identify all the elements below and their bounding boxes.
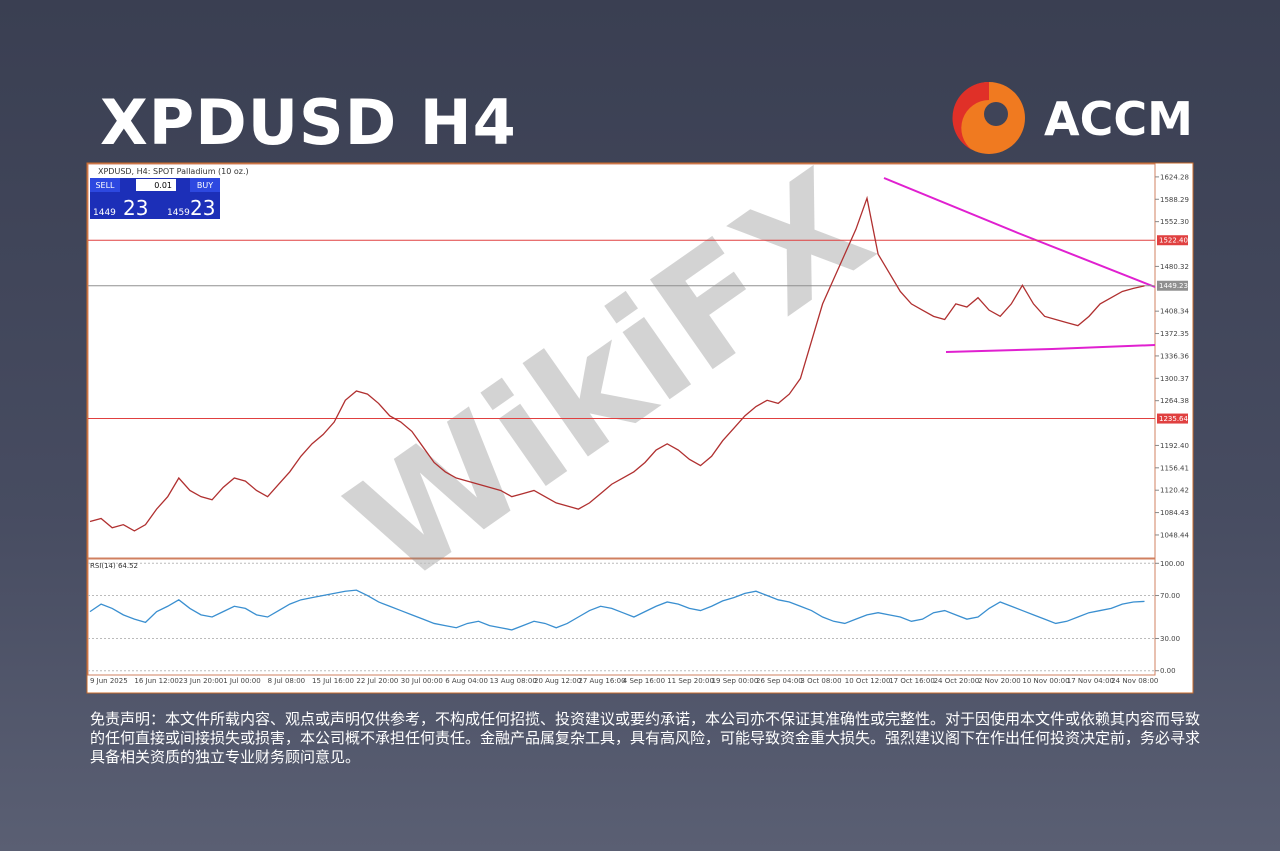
sell-label: SELL (95, 181, 115, 190)
logo-text: ACCM (1044, 92, 1193, 146)
x-tick-label: 2 Nov 20:00 (978, 677, 1021, 685)
lot-value: 0.01 (154, 181, 172, 190)
x-tick-label: 27 Aug 16:00 (578, 677, 625, 685)
x-tick-label: 22 Jul 20:00 (356, 677, 398, 685)
x-tick-label: 9 Jun 2025 (90, 677, 128, 685)
y-tick-label: 1336.36 (1160, 352, 1189, 360)
x-tick-label: 10 Oct 12:00 (845, 677, 891, 685)
x-tick-label: 19 Sep 00:00 (712, 677, 759, 685)
y-tick-label: 1372.35 (1160, 330, 1189, 338)
trendline (883, 177, 1156, 288)
sell-pips: 23 (123, 196, 148, 220)
x-tick-label: 23 Jun 20:00 (179, 677, 223, 685)
y-tick-label: 1300.37 (1160, 375, 1189, 383)
y-tick-label: 1408.34 (1160, 308, 1189, 316)
y-tick-label: 30.00 (1160, 635, 1180, 643)
lot-box[interactable] (136, 179, 176, 191)
y-tick-label: 1156.41 (1160, 464, 1189, 472)
rsi-plot (87, 558, 1156, 676)
x-tick-label: 13 Aug 08:00 (490, 677, 537, 685)
x-tick-label: 24 Nov 08:00 (1111, 677, 1158, 685)
x-tick-label: 15 Jul 16:00 (312, 677, 354, 685)
x-tick-label: 17 Nov 04:00 (1067, 677, 1114, 685)
x-tick-label: 3 Oct 08:00 (800, 677, 841, 685)
buy-pips: 23 (190, 196, 215, 220)
x-tick-label: 6 Aug 04:00 (445, 677, 488, 685)
x-tick-label: 8 Jul 08:00 (268, 677, 306, 685)
buy-button[interactable] (190, 178, 220, 192)
y-tick-label: 70.00 (1160, 592, 1180, 600)
y-tick-label: 1192.40 (1160, 442, 1189, 450)
sell-price: 1449 (93, 208, 116, 218)
trendline (945, 344, 1156, 353)
series-line (89, 195, 1145, 532)
level-label: 1522.40 (1159, 237, 1188, 245)
x-tick-label: 11 Sep 20:00 (667, 677, 714, 685)
y-tick-label: 100.00 (1160, 560, 1185, 568)
x-tick-label: 16 Jun 12:00 (134, 677, 178, 685)
buy-price: 1459 (167, 208, 190, 218)
level-tag (1157, 235, 1188, 246)
x-tick-label: 17 Oct 16:00 (889, 677, 935, 685)
logo-mark (952, 81, 1025, 154)
price-plot (87, 163, 1156, 559)
level-label: 1235.64 (1159, 415, 1188, 423)
y-tick-label: 1264.38 (1160, 397, 1189, 405)
y-tick-label: 1480.32 (1160, 263, 1189, 271)
logo: ACCM (952, 80, 1193, 156)
sell-button[interactable] (90, 178, 120, 192)
x-tick-label: 1 Jul 00:00 (223, 677, 261, 685)
y-tick-label: 1588.29 (1160, 196, 1189, 204)
y-tick-label: 1084.43 (1160, 509, 1189, 517)
x-tick-label: 26 Sep 04:00 (756, 677, 803, 685)
y-tick-label: 1048.44 (1160, 531, 1189, 539)
level-label: 1449.23 (1159, 282, 1188, 290)
x-tick-label: 10 Nov 00:00 (1022, 677, 1069, 685)
indicator-title: RSI(14) 64.52 (90, 562, 138, 570)
x-tick-label: 30 Jul 00:00 (401, 677, 443, 685)
chart: XPDUSD, H4: SPOT Palladium (10 oz.) SELL… (86, 139, 1194, 694)
series-line (89, 589, 1145, 631)
level-tag (1157, 413, 1188, 424)
x-tick-label: 4 Sep 16:00 (623, 677, 665, 685)
symbol-label: XPDUSD, H4: SPOT Palladium (10 oz.) (98, 167, 249, 176)
y-tick-label: 0.00 (1160, 667, 1176, 675)
x-tick-label: 24 Oct 20:00 (934, 677, 980, 685)
y-tick-label: 1120.42 (1160, 487, 1189, 495)
disclaimer: 免责声明：本文件所载内容、观点或声明仅供参考，不构成任何招揽、投资建议或要约承诺… (90, 710, 1201, 766)
y-tick-label: 1624.28 (1160, 173, 1189, 181)
level-tag (1157, 280, 1188, 291)
y-tick-label: 1552.30 (1160, 218, 1189, 226)
page-title: XPDUSD H4 (100, 86, 517, 159)
buy-label: BUY (197, 181, 213, 190)
x-tick-label: 20 Aug 12:00 (534, 677, 581, 685)
